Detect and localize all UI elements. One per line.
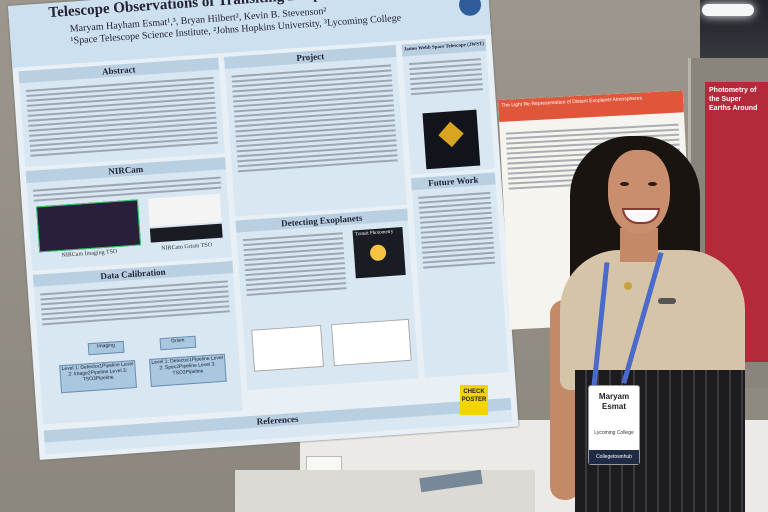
future-work-section: Future Work — [411, 172, 509, 378]
abstract-section: Abstract — [18, 57, 225, 168]
project-section: Project — [224, 45, 407, 217]
badge-first-name: Maryam — [598, 392, 630, 401]
grism-levels-box: Level 1: Detector1Pipeline Level 2: Spec… — [148, 353, 227, 387]
nircam-grism-strip — [149, 223, 223, 243]
far-right-poster-header: Photometry of the Super Earths Around — [709, 87, 758, 112]
badge-affiliation: Lycoming College — [594, 430, 634, 436]
table — [235, 470, 535, 512]
check-poster-sign: CHECK POSTER — [460, 385, 488, 415]
jwst-telescope-figure — [422, 109, 481, 170]
right-eye — [648, 182, 657, 186]
lapel-pin — [658, 298, 676, 304]
name-badge: Maryam Esmat Lycoming College Collegetow… — [588, 385, 640, 465]
badge-footer: Collegetownhub — [589, 450, 639, 464]
nircam-section: NIRCam NIRCam Imaging TSO NIRCam Grism T… — [25, 157, 233, 271]
flow-imaging: Imaging — [87, 340, 125, 356]
badge-last-name: Esmat — [601, 402, 626, 411]
nircam-imaging-figure — [36, 199, 142, 253]
ceiling-light — [702, 4, 754, 16]
sign-line2: POSTER — [461, 397, 487, 403]
jwst-heading: James Webb Space Telescope (JWST) — [401, 38, 487, 57]
jwst-section: James Webb Space Telescope (JWST) — [401, 38, 495, 175]
future-work-heading: Future Work — [411, 172, 496, 191]
necklace-pendant — [624, 282, 632, 290]
light-curve-figure — [251, 324, 324, 372]
institution-seal-icon — [458, 0, 482, 17]
left-eye — [620, 182, 629, 186]
nircam-imaging-caption: NIRCam Imaging TSO — [61, 248, 118, 259]
spectrum-figure — [330, 318, 412, 367]
flow-grism: Grism — [159, 335, 197, 351]
imaging-levels-box: Level 1: Detector1Pipeline Level 2: Imag… — [59, 360, 137, 394]
detecting-section: Detecting Exoplanets Transit Photometry — [235, 208, 419, 391]
calibration-section: Data Calibration Imaging Grism Level 1: … — [32, 260, 243, 425]
sign-line1: CHECK — [463, 389, 485, 395]
nircam-grism-caption: NIRCam Grism TSO — [161, 242, 213, 252]
main-poster: Telescope Observations of Transiting Exo… — [8, 0, 519, 460]
nircam-grism-figure — [147, 193, 222, 227]
